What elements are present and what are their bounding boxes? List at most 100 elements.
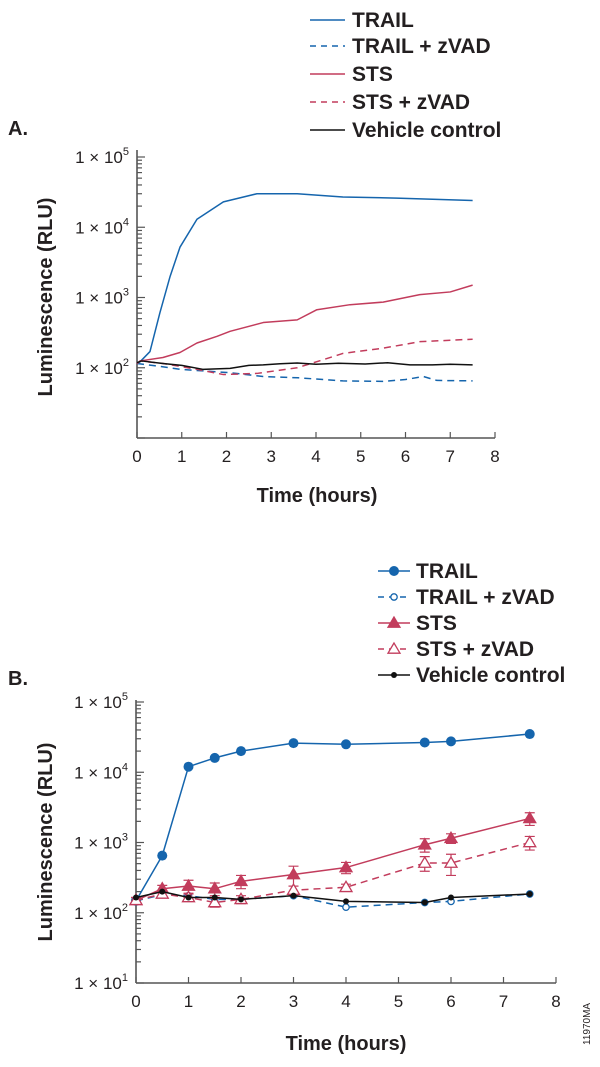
panel-b-legend-marker	[386, 641, 402, 654]
panel-a-series-line	[136, 362, 473, 383]
panel-b-legend-marker	[391, 672, 397, 678]
panel-b-data-point	[290, 892, 297, 899]
panel-a-series-line	[136, 338, 473, 376]
panel-b-x-tick-label: 2	[236, 992, 245, 1011]
panel-b-y-tick-label-exponent: 4	[122, 761, 128, 773]
panel-a-label: A.	[8, 118, 28, 140]
panel-a-y-tick-label-exponent: 5	[123, 146, 129, 158]
panel-a-y-tick-label-exponent: 4	[123, 216, 129, 228]
panel-a-series-trail	[136, 192, 473, 365]
panel-b-legend-label: TRAIL + zVAD	[416, 586, 555, 609]
panel-b-data-point	[209, 752, 220, 763]
panel-b-legend-marker	[386, 615, 402, 628]
panel-a: A. Time (hours) Luminescence (RLU) 1 × 1…	[8, 9, 501, 507]
panel-a-y-tick-label-base: 1 × 10	[75, 218, 123, 237]
panel-b-y-tick-label-base: 1 × 10	[74, 834, 122, 853]
panel-b-data-point	[341, 739, 351, 750]
panel-b-y-tick-label-exponent: 2	[122, 902, 128, 914]
panel-a-y-tick-label: 1 × 103	[75, 287, 129, 308]
panel-b-x-tick-label: 8	[551, 992, 560, 1011]
panel-b-data-point	[448, 894, 454, 901]
panel-b-series-line	[135, 733, 530, 902]
panel-b-y-tick-label-base: 1 × 10	[74, 974, 122, 993]
panel-b-data-point	[133, 894, 139, 901]
panel-b-data-point	[181, 878, 196, 891]
panel-b-x-axis-title: Time (hours)	[286, 1033, 407, 1055]
panel-a-legend-label: STS	[352, 63, 393, 86]
panel-b-legend-marker	[389, 566, 399, 576]
panel-b-series-line	[135, 817, 530, 902]
panel-b-data-point	[421, 899, 428, 906]
panel-b-data-point	[236, 746, 246, 757]
panel-b-y-tick-label: 1 × 101	[74, 972, 128, 993]
panel-b: B. Time (hours) Luminescence (RLU) 1 × 1…	[8, 560, 565, 1055]
panel-b-x-tick-label: 3	[289, 992, 298, 1011]
panel-b-label: B.	[8, 668, 28, 690]
panel-b-data-point	[207, 895, 222, 908]
panel-b-data-point	[183, 761, 194, 772]
panel-b-data-point	[157, 850, 168, 861]
panel-b-data-point	[238, 896, 244, 903]
panel-b-data-point	[522, 811, 537, 824]
panel-b-y-tick-label-exponent: 3	[122, 832, 128, 844]
panel-b-x-tick-label: 0	[131, 992, 140, 1011]
panel-a-legend-label: TRAIL + zVAD	[352, 35, 491, 58]
panel-a-series-line	[136, 360, 473, 371]
panel-b-data-point	[522, 835, 537, 848]
panel-b-data-point	[159, 888, 166, 895]
panel-b-series-line	[135, 890, 530, 904]
panel-b-x-tick-label: 5	[394, 992, 403, 1011]
panel-a-y-tick-label: 1 × 102	[75, 357, 129, 378]
panel-b-y-tick-label-base: 1 × 10	[74, 904, 122, 923]
panel-b-data-point	[443, 855, 459, 868]
panel-a-x-tick-label: 4	[311, 447, 320, 466]
panel-b-series-line	[135, 841, 530, 904]
panel-a-x-tick-label: 2	[222, 447, 231, 466]
panel-b-legend-label: TRAIL	[416, 560, 478, 583]
panel-b-series-trail	[131, 729, 535, 906]
panel-b-y-tick-label: 1 × 103	[74, 832, 128, 853]
panel-b-y-tick-label: 1 × 105	[74, 691, 128, 712]
panel-b-x-tick-label: 6	[446, 992, 455, 1011]
panel-a-x-tick-label: 7	[446, 447, 455, 466]
panel-a-series-vehicle-control	[136, 360, 473, 371]
panel-b-y-tick-label-exponent: 1	[122, 972, 128, 984]
panel-b-data-point	[526, 890, 533, 897]
panel-b-data-point	[207, 881, 222, 894]
panel-b-data-point	[338, 860, 354, 873]
panel-b-data-point	[211, 894, 218, 901]
panel-b-data-point	[417, 855, 432, 868]
panel-b-y-tick-label: 1 × 102	[74, 902, 128, 923]
panel-a-x-tick-label: 1	[177, 447, 186, 466]
panel-b-legend-label: Vehicle control	[416, 664, 565, 687]
panel-b-series-sts-zvad	[128, 835, 537, 908]
panel-a-y-tick-label-exponent: 3	[123, 287, 129, 299]
panel-b-data-point	[446, 736, 456, 747]
panel-a-x-tick-label: 0	[132, 447, 141, 466]
panel-a-series-sts	[136, 284, 473, 365]
panel-b-series-sts	[128, 811, 537, 906]
panel-b-y-tick-label: 1 × 104	[74, 761, 128, 782]
panel-a-y-tick-label-base: 1 × 10	[75, 289, 123, 308]
panel-b-data-point	[443, 830, 459, 844]
panel-b-y-tick-label-exponent: 5	[122, 691, 128, 703]
panel-b-x-tick-label: 1	[184, 992, 193, 1011]
panel-a-y-tick-label-base: 1 × 10	[75, 148, 123, 167]
panel-b-data-point	[338, 880, 354, 893]
panel-a-y-tick-label: 1 × 105	[75, 146, 129, 167]
panel-b-data-point	[417, 837, 432, 850]
panel-a-legend-label: Vehicle control	[352, 119, 501, 142]
panel-b-x-tick-label: 7	[499, 992, 508, 1011]
panel-a-series-line	[136, 284, 473, 365]
panel-b-legend-marker	[390, 593, 398, 601]
panel-a-series-trail-zvad	[136, 362, 473, 383]
panel-b-series-vehicle-control	[133, 888, 533, 906]
panel-a-x-tick-label: 3	[267, 447, 276, 466]
panel-a-x-tick-label: 6	[401, 447, 410, 466]
panel-a-y-axis-title: Luminescence (RLU)	[35, 198, 57, 397]
panel-b-data-point	[419, 737, 430, 748]
panel-b-legend-label: STS + zVAD	[416, 638, 534, 661]
panel-a-y-tick-label: 1 × 104	[75, 216, 129, 237]
panel-b-y-tick-label-base: 1 × 10	[74, 693, 122, 712]
panel-a-y-tick-label-exponent: 2	[123, 357, 129, 369]
